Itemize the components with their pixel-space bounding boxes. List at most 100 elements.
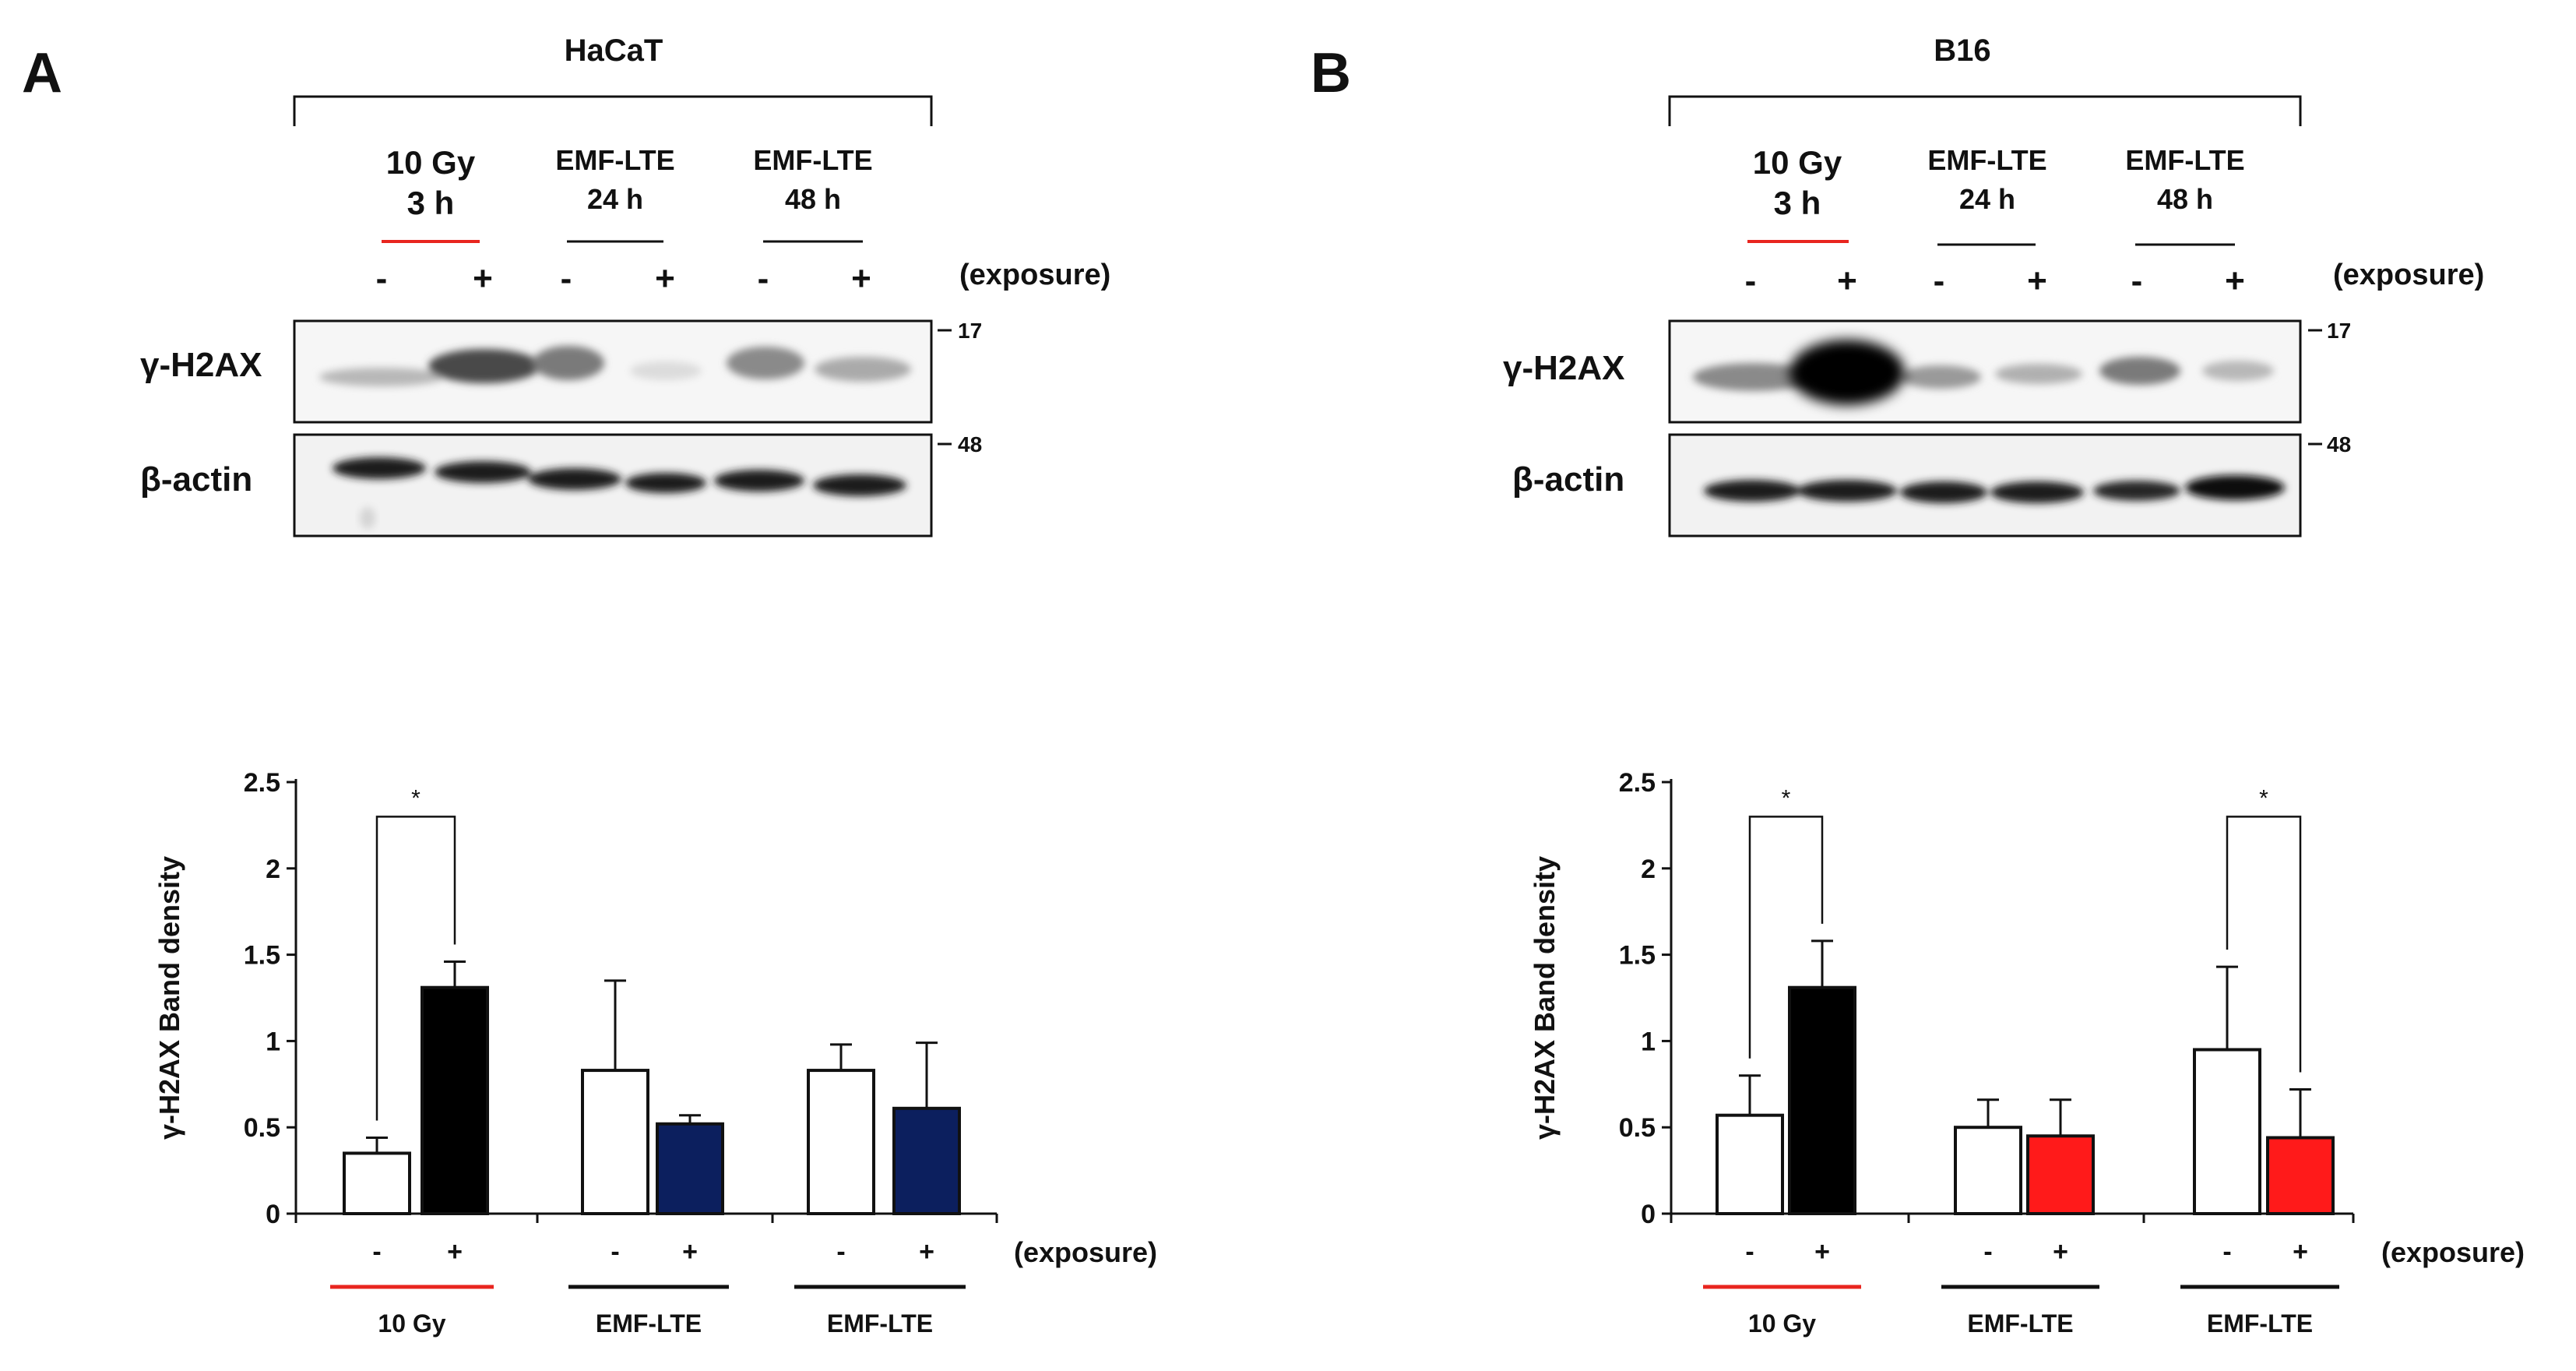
lane-sign: - [376, 259, 388, 298]
significance-star: * [411, 785, 421, 811]
chart-b: 0 0.5 1 1.5 2 2.5 γ-H2AX Band density * * - + - + - + (… [1529, 768, 2525, 1338]
bar [1954, 1126, 2022, 1215]
lane-sign: - [1745, 262, 1757, 300]
cell-line-bracket [293, 95, 933, 126]
exposure-label: (exposure) [2381, 1236, 2525, 1268]
x-sign-label: - [1745, 1237, 1754, 1267]
x-sign-label: + [682, 1237, 698, 1267]
condition-1-line1: 10 Gy [386, 144, 476, 181]
bar [2266, 1136, 2335, 1215]
bar [892, 1106, 961, 1215]
bar [1716, 1113, 1784, 1215]
condition-3-line2: 48 h [785, 183, 841, 215]
condition-1-line2: 3 h [1774, 185, 1821, 221]
blot-label-actin: β-actin [1512, 460, 1624, 499]
y-axis-label: γ-H2AX Band density [153, 856, 185, 1140]
cell-line-label: B16 [1934, 33, 1990, 68]
blot-label-actin: β-actin [140, 460, 252, 499]
x-sign-label: + [919, 1237, 934, 1267]
condition-2-line2: 24 h [587, 183, 643, 215]
lane-sign: - [2131, 262, 2143, 300]
significance-bracket [2226, 816, 2302, 1073]
x-sign-label: - [836, 1237, 845, 1267]
lane-sign: + [655, 259, 675, 298]
blot-label-h2ax: γ-H2AX [140, 346, 262, 384]
marker-48: 48 [2327, 432, 2351, 456]
lane-sign: + [1837, 262, 1857, 300]
lane-sign: - [758, 259, 769, 298]
exposure-label: (exposure) [2333, 259, 2484, 291]
significance-star: * [2259, 785, 2268, 811]
x-sign-label: + [2293, 1237, 2308, 1267]
y-tick-label: 0.5 [244, 1113, 280, 1143]
y-tick-label: 1.5 [244, 941, 280, 971]
x-sign-label: - [2222, 1237, 2231, 1267]
condition-1-line2: 3 h [407, 185, 455, 221]
y-tick-label: 2 [266, 855, 280, 884]
x-sign-label: + [1814, 1237, 1830, 1267]
x-sign-label: - [611, 1237, 619, 1267]
bar [2193, 1048, 2261, 1215]
lane-sign: - [1934, 262, 1945, 300]
y-tick-label: 0 [1641, 1200, 1656, 1229]
y-tick-label: 1 [1641, 1027, 1656, 1056]
group-label: 10 Gy [378, 1309, 445, 1338]
condition-1-line1: 10 Gy [1753, 144, 1842, 181]
lane-sign: + [2225, 262, 2245, 300]
y-tick-label: 1 [266, 1027, 280, 1056]
condition-2-line1: EMF-LTE [1927, 144, 2046, 176]
group-label: 10 Gy [1748, 1309, 1816, 1338]
blot-label-h2ax: γ-H2AX [1503, 349, 1625, 387]
y-tick-label: 0 [266, 1200, 280, 1229]
y-tick-label: 2.5 [1619, 768, 1656, 798]
group-label: EMF-LTE [827, 1309, 933, 1338]
marker-17: 17 [958, 319, 982, 343]
marker-17: 17 [2327, 319, 2351, 343]
lane-sign: + [473, 259, 493, 298]
condition-2-line2: 24 h [1959, 183, 2015, 215]
significance-bracket [375, 816, 456, 1121]
y-tick-label: 2 [1641, 855, 1656, 884]
y-tick-label: 2.5 [244, 768, 280, 798]
group-label: EMF-LTE [1967, 1309, 2073, 1338]
lane-sign: + [851, 259, 871, 298]
bar [421, 985, 489, 1215]
blot-actin [1668, 433, 2302, 537]
marker-48: 48 [958, 432, 982, 456]
panel-a: A HaCaT 10 Gy 3 h EMF-LTE 24 h EMF-LTE 4… [22, 33, 1157, 1338]
bar [343, 1151, 411, 1215]
bar [807, 1069, 875, 1216]
significance-bracket [1748, 816, 1824, 1059]
condition-3-line1: EMF-LTE [753, 144, 872, 176]
significance-star: * [1782, 785, 1791, 811]
lane-sign: + [2027, 262, 2047, 300]
blot-h2ax [1668, 319, 2302, 424]
bar [581, 1069, 649, 1216]
y-axis-label: γ-H2AX Band density [1529, 856, 1561, 1140]
chart-a: 0 0.5 1 1.5 2 2.5 γ-H2AX Band density * - + - + - + (e… [153, 768, 1157, 1338]
y-tick-label: 0.5 [1619, 1113, 1656, 1143]
x-sign-label: + [447, 1237, 463, 1267]
y-tick-label: 1.5 [1619, 941, 1656, 971]
cell-line-label: HaCaT [565, 33, 663, 68]
condition-3-line1: EMF-LTE [2125, 144, 2244, 176]
panel-letter: B [1311, 42, 1351, 104]
condition-2-line1: EMF-LTE [555, 144, 674, 176]
exposure-label: (exposure) [959, 259, 1110, 291]
bar [2026, 1134, 2095, 1216]
x-sign-label: - [1983, 1237, 1992, 1267]
group-label: EMF-LTE [596, 1309, 702, 1338]
lane-sign: - [561, 259, 572, 298]
panel-b: B B16 10 Gy 3 h EMF-LTE 24 h EMF-LTE 48 … [1311, 33, 2525, 1338]
x-sign-label: - [372, 1237, 381, 1267]
bar [1788, 985, 1856, 1215]
condition-3-line2: 48 h [2157, 183, 2213, 215]
blot-actin [293, 433, 933, 537]
blot-h2ax [293, 319, 933, 424]
group-label: EMF-LTE [2207, 1309, 2313, 1338]
exposure-label: (exposure) [1014, 1236, 1157, 1268]
bar [656, 1122, 724, 1215]
cell-line-bracket [1668, 95, 2302, 126]
